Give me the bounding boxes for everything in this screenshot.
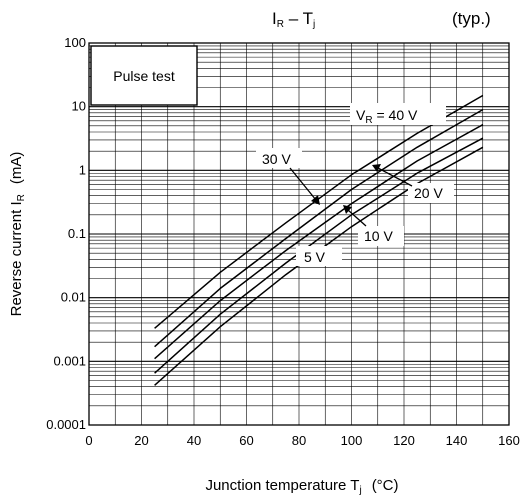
- arrowhead-10v: [343, 205, 352, 214]
- x-tick-label: 20: [134, 433, 148, 448]
- y-axis-label: Reverse current IR(mA): [8, 152, 27, 317]
- y-tick-label: 1: [79, 162, 86, 177]
- series-line: [154, 108, 484, 348]
- y-tick-label: 0.0001: [46, 417, 86, 432]
- chart-title: IR – Tj: [272, 9, 315, 30]
- y-tick-label: 0.1: [68, 226, 86, 241]
- series-line: [154, 124, 484, 360]
- label-20v: 20 V: [414, 185, 443, 201]
- x-tick-label: 100: [341, 433, 363, 448]
- series-line: [154, 137, 484, 374]
- x-tick-label: 40: [187, 433, 201, 448]
- label-5v: 5 V: [304, 249, 326, 265]
- y-tick-label: 0.01: [61, 290, 86, 305]
- pulse-test-label: Pulse test: [113, 68, 175, 84]
- x-tick-label: 140: [446, 433, 468, 448]
- y-tick-label: 100: [64, 35, 86, 50]
- label-30v: 30 V: [262, 151, 291, 167]
- annotations: VR = 40 V 30 V 20 V 10 V 5 V: [256, 103, 454, 266]
- plot-frame: [88, 42, 510, 426]
- y-tick-label: 10: [72, 99, 86, 114]
- arrowhead-20v: [372, 164, 381, 172]
- arrow-20v: [377, 167, 413, 187]
- tick-labels: 0 20 40 60 80 100 120 140 160 0.0001 0.001 0.01 0.1 1…: [46, 35, 520, 448]
- y-tick-label: 0.001: [53, 353, 86, 368]
- x-tick-label: 160: [498, 433, 520, 448]
- pulse-test-box: Pulse test: [90, 45, 198, 106]
- x-tick-label: 120: [393, 433, 415, 448]
- arrow-10v: [347, 209, 367, 227]
- label-vr-40v: VR = 40 V: [356, 107, 418, 126]
- label-10v: 10 V: [364, 228, 393, 244]
- x-axis-label: Junction temperature Tj (°C): [205, 477, 398, 496]
- chart-title-note: (typ.): [452, 9, 491, 28]
- x-tick-label: 60: [239, 433, 253, 448]
- x-tick-label: 80: [292, 433, 306, 448]
- series-line: [154, 94, 484, 329]
- arrowhead-30v: [311, 195, 320, 205]
- x-tick-label: 0: [85, 433, 92, 448]
- arrow-30v: [289, 167, 317, 201]
